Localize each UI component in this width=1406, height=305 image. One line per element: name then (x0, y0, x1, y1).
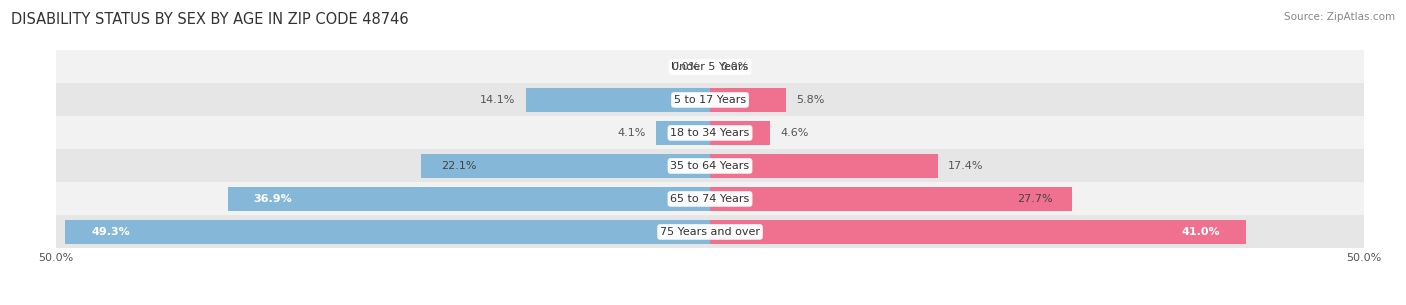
Text: 22.1%: 22.1% (440, 161, 477, 171)
Bar (228, 187, 710, 210)
Bar (56, 50, 1364, 84)
Bar (56, 182, 1364, 215)
Bar (56, 149, 1364, 182)
Text: 0.0%: 0.0% (720, 62, 749, 72)
Text: 14.1%: 14.1% (479, 95, 515, 105)
Text: DISABILITY STATUS BY SEX BY AGE IN ZIP CODE 48746: DISABILITY STATUS BY SEX BY AGE IN ZIP C… (11, 12, 409, 27)
Bar (56, 117, 1364, 149)
Text: 36.9%: 36.9% (253, 194, 292, 204)
Text: 41.0%: 41.0% (1181, 227, 1220, 237)
Text: 4.6%: 4.6% (780, 128, 808, 138)
Text: Source: ZipAtlas.com: Source: ZipAtlas.com (1284, 12, 1395, 22)
Text: Under 5 Years: Under 5 Years (672, 62, 748, 72)
Bar (420, 154, 710, 178)
Bar (56, 215, 1364, 249)
Text: 27.7%: 27.7% (1017, 194, 1053, 204)
Bar (526, 88, 710, 112)
Text: 49.3%: 49.3% (91, 227, 131, 237)
Text: 5.8%: 5.8% (796, 95, 825, 105)
Bar (710, 187, 1073, 210)
Text: 0.0%: 0.0% (671, 62, 700, 72)
Text: 5 to 17 Years: 5 to 17 Years (673, 95, 747, 105)
Text: 4.1%: 4.1% (617, 128, 645, 138)
Bar (710, 154, 938, 178)
Text: 18 to 34 Years: 18 to 34 Years (671, 128, 749, 138)
Text: 65 to 74 Years: 65 to 74 Years (671, 194, 749, 204)
Text: 75 Years and over: 75 Years and over (659, 227, 761, 237)
Bar (710, 221, 1246, 243)
Text: 35 to 64 Years: 35 to 64 Years (671, 161, 749, 171)
Bar (66, 221, 710, 243)
Bar (56, 84, 1364, 117)
Text: 17.4%: 17.4% (948, 161, 984, 171)
Bar (710, 88, 786, 112)
Bar (710, 121, 770, 145)
Bar (657, 121, 710, 145)
